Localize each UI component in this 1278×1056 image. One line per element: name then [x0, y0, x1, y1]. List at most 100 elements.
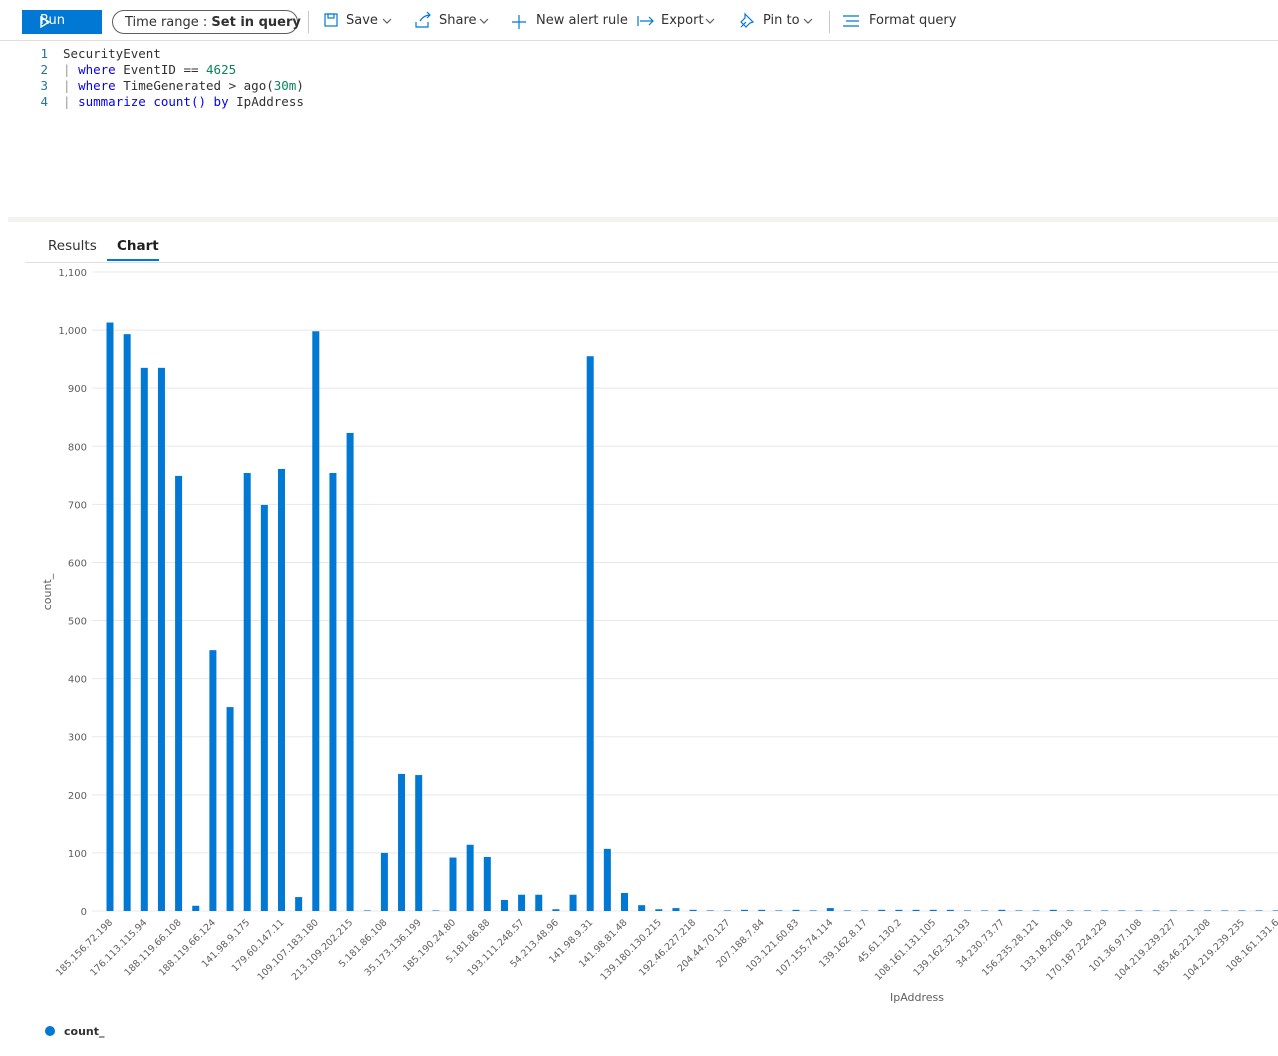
bar — [964, 910, 971, 911]
code-line: SecurityEvent — [63, 46, 161, 61]
code-line: | where EventID == 4625 — [63, 62, 236, 77]
token: SecurityEvent — [63, 46, 161, 61]
bar — [981, 910, 989, 911]
bar — [655, 909, 663, 911]
token: where — [78, 62, 116, 77]
bar — [706, 910, 714, 911]
x-tick-label: 104.219.239.227 — [1113, 917, 1178, 982]
bar — [1152, 910, 1160, 911]
bar — [861, 910, 869, 911]
bar — [398, 773, 406, 911]
y-tick-label: 0 — [81, 907, 87, 918]
token: summarize — [78, 94, 146, 109]
line-number: 4 — [40, 94, 48, 109]
token: ) — [296, 78, 304, 93]
pin-to[interactable]: Pin to — [763, 13, 800, 28]
y-tick-label: 900 — [68, 384, 87, 395]
line-number: 2 — [40, 62, 48, 77]
token: where — [78, 78, 116, 93]
bar — [586, 356, 594, 911]
format-query[interactable]: Format query — [869, 13, 957, 28]
bar — [1084, 910, 1092, 911]
y-tick-label: 600 — [68, 558, 87, 569]
y-tick-label: 700 — [68, 500, 87, 511]
toolbar-icons — [324, 11, 859, 29]
bar — [1049, 909, 1057, 911]
bar — [946, 909, 954, 911]
tab-chart[interactable]: Chart — [117, 238, 159, 254]
y-tick-label: 1,000 — [58, 326, 87, 337]
bar — [912, 909, 920, 911]
bar — [809, 910, 817, 911]
bar — [1255, 910, 1263, 911]
bar — [123, 334, 131, 911]
bar — [209, 650, 217, 911]
legend-swatch — [45, 1026, 55, 1036]
play-icon — [40, 16, 50, 28]
x-tick-label: 104.219.239.235 — [1182, 917, 1247, 982]
time-range[interactable]: Time range : Set in query — [112, 10, 301, 34]
bar — [758, 909, 766, 911]
y-tick-label: 800 — [68, 442, 87, 453]
y-tick-label: 400 — [68, 675, 87, 686]
x-tick-label: 109.107.183.180 — [255, 917, 320, 982]
bar — [346, 432, 354, 911]
bar — [689, 909, 697, 911]
bar — [380, 852, 388, 911]
toolbar: Run Time range : Set in query Save Share… — [0, 0, 1278, 41]
y-tick-label: 200 — [68, 791, 87, 802]
bar — [157, 367, 165, 912]
save[interactable]: Save — [346, 13, 378, 28]
tab-results[interactable]: Results — [48, 238, 97, 254]
bar — [1066, 910, 1074, 911]
time-range-label: Time range : — [125, 15, 208, 30]
bar — [449, 857, 457, 911]
splitter[interactable] — [8, 217, 1278, 222]
bar — [775, 910, 783, 911]
bar — [1169, 910, 1177, 911]
bar — [621, 892, 628, 911]
bar — [895, 909, 903, 911]
new-alert-rule[interactable]: New alert rule — [536, 13, 628, 28]
bar — [672, 908, 680, 911]
bar — [603, 848, 611, 911]
token: | — [63, 78, 71, 93]
bar — [878, 909, 886, 911]
bar — [1221, 910, 1229, 911]
y-tick-label: 300 — [68, 733, 87, 744]
line-number: 1 — [40, 46, 48, 61]
bar — [535, 894, 543, 911]
bar — [106, 322, 114, 912]
bar — [226, 707, 234, 911]
bar — [432, 910, 440, 911]
bar — [638, 905, 646, 911]
bar — [140, 367, 148, 912]
token: TimeGenerated > ago( — [123, 78, 274, 93]
x-tick-label: 185.156.72.198 — [54, 917, 115, 978]
bar — [295, 897, 303, 911]
bar — [260, 504, 268, 911]
bar — [1204, 910, 1212, 911]
bar — [1135, 910, 1143, 911]
token: by — [213, 94, 229, 109]
query-editor[interactable]: 1 2 3 4 SecurityEvent | where EventID ==… — [0, 44, 1278, 216]
run-button[interactable]: Run — [22, 10, 102, 34]
bar — [1238, 910, 1246, 911]
y-tick-label: 100 — [68, 849, 87, 860]
line-number: 3 — [40, 78, 48, 93]
bar — [466, 844, 474, 911]
bar — [929, 909, 937, 911]
time-range-value: Set in query — [211, 15, 301, 30]
bar — [415, 775, 423, 911]
bar — [1101, 910, 1109, 911]
bar — [741, 909, 749, 911]
separator — [829, 11, 830, 33]
bar — [1015, 910, 1023, 911]
bar — [552, 909, 560, 911]
bar — [723, 910, 731, 911]
token: 30m — [273, 78, 297, 93]
bar — [843, 910, 851, 911]
share[interactable]: Share — [439, 13, 477, 28]
token: count() — [153, 94, 207, 109]
export[interactable]: Export — [661, 13, 704, 28]
